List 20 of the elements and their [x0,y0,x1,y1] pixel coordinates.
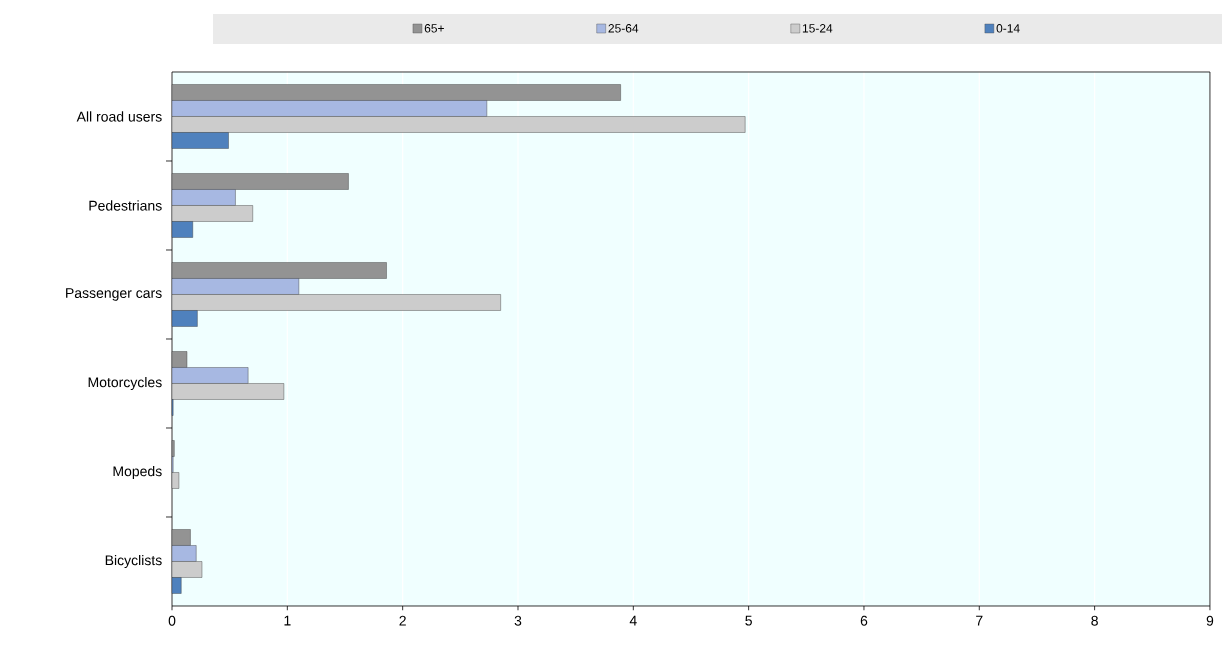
legend-label: 15-24 [802,24,833,33]
x-tick-label: 0 [168,615,176,626]
legend-label: 65+ [424,24,444,33]
y-tick-label: Passenger cars [66,288,162,301]
x-tick-label: 4 [629,615,637,626]
x-tick-label: 8 [1091,615,1098,626]
y-tick-label: Mopeds [113,465,162,480]
x-tick-label: 6 [860,615,868,626]
x-tick-label: 5 [745,615,752,626]
x-tick-label: 2 [399,615,406,626]
y-tick-label: Motorcycles [88,376,162,391]
y-tick-label: Pedestrians [89,200,162,211]
y-tick-label: Bicyclists [105,554,162,569]
legend-label: 0-14 [996,24,1020,33]
legend-label: 25-64 [608,24,639,33]
y-tick-label: All road users [76,111,162,122]
x-tick-label: 7 [976,615,983,626]
x-tick-label: 9 [1206,615,1214,626]
x-tick-label: 1 [284,615,291,626]
x-tick-label: 3 [514,615,522,626]
